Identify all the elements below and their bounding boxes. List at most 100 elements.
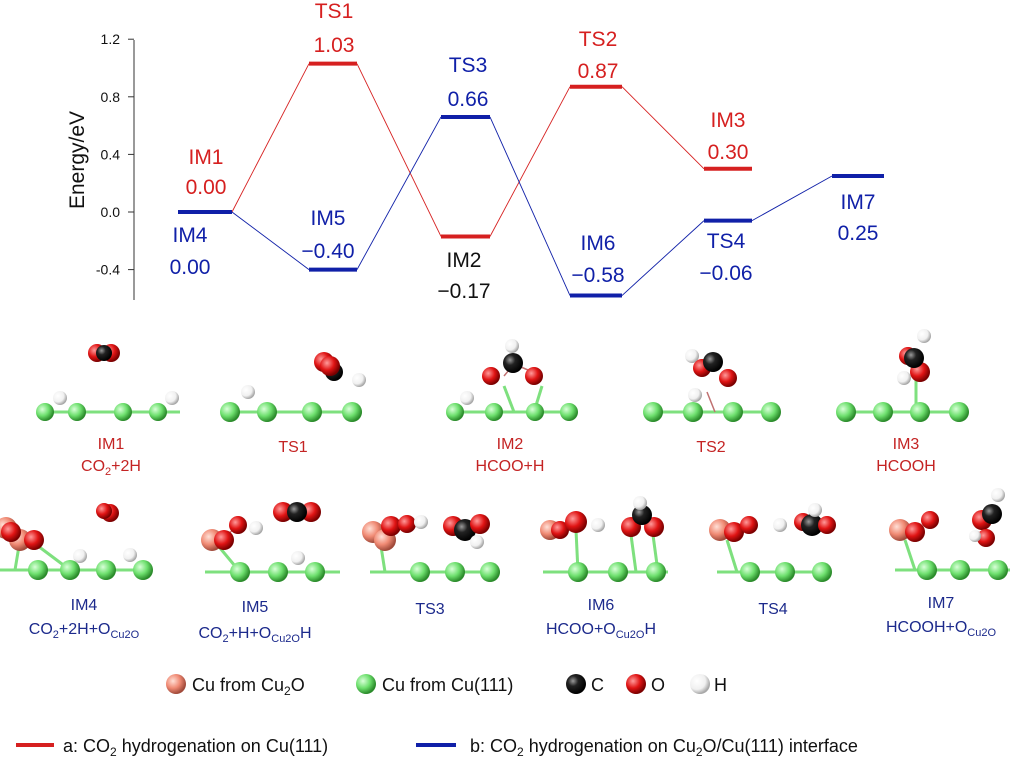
- label-ts3-name: TS3: [449, 54, 488, 77]
- structure-im1: [36, 344, 180, 421]
- hydrogen-atom: [460, 391, 474, 405]
- y-tick-label: 0.0: [101, 204, 121, 220]
- carbon-atom: [503, 353, 523, 373]
- caption-im2-name: IM2: [497, 436, 524, 453]
- cu111-atom: [646, 562, 666, 582]
- connector-red-im1-ts1: [231, 63, 310, 213]
- hydrogen-atom: [505, 339, 519, 353]
- label-im7-name: IM7: [840, 191, 875, 214]
- label-im4-value: 0.00: [170, 256, 211, 279]
- cu111-atom: [873, 402, 893, 422]
- cu111-atom: [560, 403, 578, 421]
- hydrogen-atom: [414, 515, 428, 529]
- hydrogen-atom: [591, 518, 605, 532]
- label-ts1-name: TS1: [315, 0, 354, 23]
- cu111-atom: [723, 402, 743, 422]
- cu111-atom: [988, 560, 1008, 580]
- carbon-atom: [801, 514, 823, 536]
- carbon-atom: [96, 345, 112, 361]
- structure-ts2: [643, 349, 781, 422]
- label-im7-value: 0.25: [838, 222, 879, 245]
- cu111-atom: [480, 562, 500, 582]
- carbon-atom: [703, 352, 723, 372]
- cu111-atom: [917, 560, 937, 580]
- energy-level-labels: IM1 0.00 TS1 1.03 IM2 −0.17 TS2 0.87 IM3 0.30 IM4 0…: [170, 0, 879, 303]
- cu111-atom: [96, 560, 116, 580]
- y-axis: 1.2 0.8 0.4 0.0 -0.4 Energy/eV: [66, 31, 135, 300]
- oxygen-atom: [719, 369, 737, 387]
- cu111-atom: [445, 562, 465, 582]
- cu111-atom: [836, 402, 856, 422]
- hydrogen-atom: [53, 391, 67, 405]
- caption-im4-name: IM4: [71, 597, 98, 614]
- cu111-atom: [761, 402, 781, 422]
- oxygen-atom: [301, 502, 321, 522]
- cu111-atom: [775, 562, 795, 582]
- y-ticks: 1.2 0.8 0.4 0.0 -0.4: [96, 31, 134, 278]
- oxygen-atom: [320, 356, 340, 376]
- label-im5-value: −0.40: [301, 240, 354, 263]
- y-tick-label: -0.4: [96, 262, 120, 278]
- cu111-atom: [643, 402, 663, 422]
- structure-captions-row1: IM1 CO2+2H TS1 IM2 HCOO+H TS2 IM3 HCOOH: [81, 436, 936, 478]
- label-im1-value: 0.00: [186, 176, 227, 199]
- cu111-atom: [268, 562, 288, 582]
- caption-im1-name: IM1: [98, 436, 125, 453]
- oxygen-atom: [740, 516, 758, 534]
- hydrogen-atom-icon: [690, 674, 710, 694]
- cu111-atom: [526, 403, 544, 421]
- cu111-atom: [342, 402, 362, 422]
- cu111-atom: [410, 562, 430, 582]
- label-ts1-value: 1.03: [314, 34, 355, 57]
- connector-red-ts1-im2: [356, 63, 442, 237]
- caption-ts3-name: TS3: [415, 601, 444, 618]
- oxygen-atom: [551, 521, 569, 539]
- label-ts2-name: TS2: [579, 28, 618, 51]
- path-a-label: a: CO2 hydrogenation on Cu(111): [63, 736, 328, 759]
- cu111-atom: [36, 403, 54, 421]
- label-im6-name: IM6: [580, 232, 615, 255]
- label-ts2-value: 0.87: [578, 60, 619, 83]
- caption-im6-formula: HCOO+OCu2OH: [546, 621, 656, 641]
- hydrogen-atom: [969, 530, 981, 542]
- structure-im5: [201, 502, 340, 582]
- cu111-atom: [812, 562, 832, 582]
- cu2o-atom: [889, 519, 911, 541]
- oxygen-atom: [381, 516, 401, 536]
- label-im2-name: IM2: [446, 249, 481, 272]
- cu111-atom: [28, 560, 48, 580]
- oxygen-atom: [525, 367, 543, 385]
- y-tick-label: 0.4: [101, 146, 121, 162]
- label-im3-name: IM3: [710, 109, 745, 132]
- connector-blue-im4-im5: [231, 211, 310, 270]
- cu111-atom: [257, 402, 277, 422]
- cu111-atom: [949, 402, 969, 422]
- carbon-atom: [287, 502, 307, 522]
- carbon-atom-icon: [566, 674, 586, 694]
- structure-captions-row2: IM4 CO2+2H+OCu2O IM5 CO2+H+OCu2OH TS3 IM…: [29, 595, 997, 645]
- hydrogen-atom: [123, 548, 137, 562]
- label-im2-value: −0.17: [437, 280, 490, 303]
- structure-im3: [836, 329, 969, 422]
- oxygen-atom: [96, 503, 112, 519]
- hydrogen-atom: [991, 488, 1005, 502]
- cu111-atom: [740, 562, 760, 582]
- oxygen-atom: [24, 530, 44, 550]
- label-im3-value: 0.30: [708, 141, 749, 164]
- caption-im3-formula: HCOOH: [876, 458, 936, 475]
- hydrogen-atom: [291, 551, 305, 565]
- oxygen-atom: [977, 529, 995, 547]
- path-legend: a: CO2 hydrogenation on Cu(111) b: CO2 h…: [16, 736, 858, 759]
- cu111-atom: [950, 560, 970, 580]
- connector-blue-im6-ts4: [621, 220, 705, 296]
- label-im6-value: −0.58: [571, 264, 624, 287]
- surface-bond: [629, 534, 638, 573]
- caption-ts2-name: TS2: [696, 439, 725, 456]
- energy-levels: [178, 61, 884, 298]
- caption-im4-formula: CO2+2H+OCu2O: [29, 621, 140, 641]
- cu111-atom: [446, 403, 464, 421]
- atom-legend-oxygen-label: O: [651, 675, 665, 695]
- cu111-atom-icon: [356, 674, 376, 694]
- cu111-atom: [114, 403, 132, 421]
- structure-im6: [540, 496, 668, 582]
